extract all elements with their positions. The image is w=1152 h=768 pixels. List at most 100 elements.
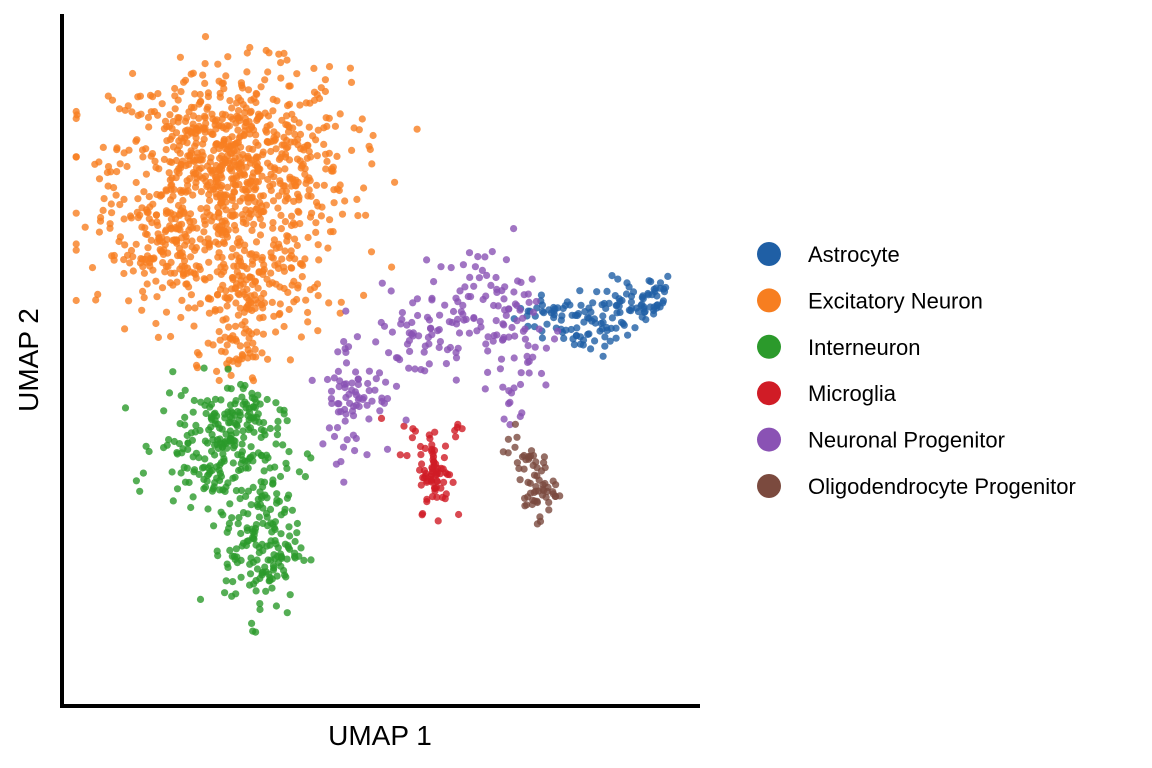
data-point	[73, 111, 81, 119]
data-point	[195, 100, 203, 108]
data-point	[550, 311, 558, 319]
data-point	[603, 287, 611, 295]
data-point	[314, 241, 322, 249]
data-point	[286, 82, 294, 90]
data-point	[134, 93, 142, 101]
data-point	[203, 397, 211, 405]
data-point	[226, 546, 234, 555]
data-point	[213, 367, 221, 375]
data-point	[217, 396, 225, 404]
data-point	[252, 353, 260, 361]
data-point	[533, 472, 541, 480]
data-point	[239, 185, 247, 194]
data-point	[285, 523, 293, 531]
data-point	[330, 186, 338, 194]
data-point	[256, 112, 264, 120]
data-point	[144, 244, 152, 252]
data-point	[151, 157, 159, 165]
data-point	[186, 151, 194, 159]
data-point	[251, 345, 259, 353]
data-point	[484, 347, 492, 355]
data-point	[368, 160, 376, 168]
data-point	[240, 329, 248, 337]
data-point	[177, 392, 185, 400]
data-point	[213, 116, 221, 124]
data-point	[333, 424, 342, 432]
data-point	[222, 206, 230, 214]
data-point	[516, 476, 524, 484]
data-point	[241, 109, 249, 117]
data-point	[196, 426, 204, 435]
data-point	[204, 181, 212, 189]
data-point	[143, 280, 151, 288]
data-point	[259, 313, 267, 321]
data-point	[295, 193, 303, 201]
data-point	[446, 343, 454, 352]
data-point	[258, 221, 267, 229]
data-point	[325, 299, 333, 307]
data-point	[165, 122, 173, 130]
data-point	[355, 126, 363, 134]
data-point	[216, 424, 224, 432]
data-point	[613, 309, 621, 317]
data-point	[445, 318, 453, 326]
data-point	[367, 248, 376, 256]
data-point	[305, 186, 313, 194]
data-point	[196, 300, 204, 308]
data-point	[426, 434, 434, 443]
data-point	[327, 395, 335, 403]
data-point	[441, 301, 449, 309]
data-point	[231, 322, 240, 330]
data-point	[276, 309, 284, 318]
data-point	[168, 468, 176, 476]
data-point	[121, 404, 130, 412]
data-point	[182, 188, 190, 196]
data-point	[288, 506, 296, 514]
data-point	[187, 503, 195, 512]
data-point	[254, 410, 262, 418]
data-point	[323, 157, 331, 165]
data-point	[156, 192, 164, 200]
data-point	[186, 210, 195, 218]
data-point	[250, 183, 258, 191]
data-point	[104, 182, 112, 190]
data-point	[524, 478, 532, 486]
data-point	[434, 327, 442, 335]
data-point	[187, 70, 195, 78]
data-point	[638, 293, 646, 301]
data-point	[307, 556, 315, 564]
data-point	[312, 219, 320, 227]
data-point	[537, 369, 546, 378]
data-point	[509, 225, 518, 233]
data-point	[229, 444, 238, 452]
data-point	[152, 319, 160, 328]
data-point	[473, 327, 481, 335]
data-point	[397, 320, 405, 328]
data-point	[204, 505, 212, 513]
data-point	[213, 436, 222, 444]
data-point	[337, 458, 345, 466]
data-point	[201, 455, 209, 463]
data-point	[413, 125, 421, 133]
data-point	[176, 420, 184, 428]
data-point	[215, 376, 223, 385]
data-point	[341, 417, 349, 425]
data-point	[294, 141, 302, 149]
data-point	[218, 443, 226, 451]
data-point	[226, 500, 234, 508]
data-point	[216, 226, 224, 234]
data-point	[132, 178, 140, 187]
data-point	[173, 485, 182, 493]
data-point	[492, 273, 500, 282]
data-point	[285, 491, 293, 499]
data-point	[431, 428, 439, 436]
data-point	[427, 325, 435, 333]
data-point	[304, 233, 312, 242]
data-point	[110, 251, 118, 260]
data-point	[142, 230, 150, 238]
data-point	[243, 265, 251, 273]
data-point	[127, 214, 135, 222]
data-point	[246, 408, 254, 416]
data-point	[172, 174, 180, 182]
data-point	[232, 337, 240, 345]
